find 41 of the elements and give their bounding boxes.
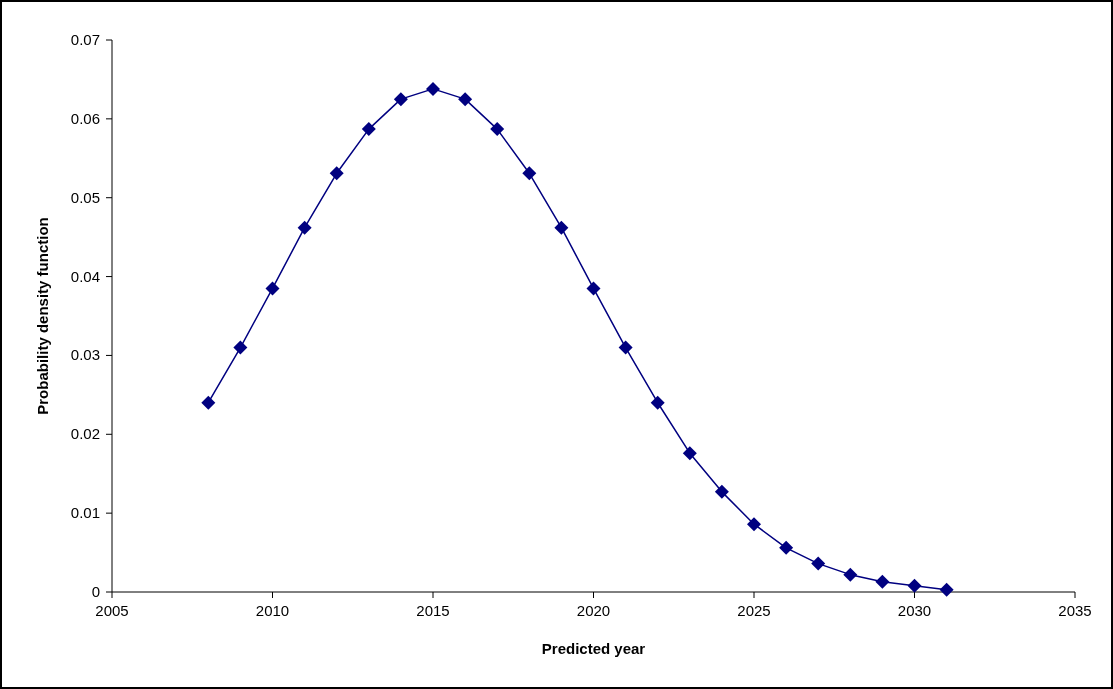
y-axis-title: Probability density function (34, 217, 51, 415)
y-tick-label: 0.04 (70, 267, 100, 285)
y-tick-label: 0.03 (70, 346, 100, 364)
x-tick-label: 2010 (255, 602, 290, 619)
x-tick-label: 2020 (576, 602, 611, 619)
point (458, 92, 473, 107)
x-tick-label: 2035 (1058, 602, 1092, 619)
point (490, 122, 505, 137)
point (747, 517, 761, 532)
point (586, 281, 601, 296)
x-axis-title: Predicted year (541, 640, 646, 657)
point (650, 395, 665, 410)
x-tick-label: 2015 (416, 602, 450, 619)
point (618, 340, 633, 355)
x-tick-label: 2030 (897, 602, 932, 619)
point (682, 446, 697, 461)
point (554, 220, 569, 235)
x-tick-label: 2025 (737, 602, 771, 619)
point (779, 540, 794, 555)
x-tick-label: 2005 (95, 602, 129, 619)
point (265, 281, 280, 296)
y-tick-label: 0 (91, 583, 100, 600)
y-tick-label: 0.05 (70, 188, 100, 206)
y-tick-label: 0.02 (70, 425, 100, 443)
point (361, 122, 376, 137)
point (714, 484, 729, 499)
point (297, 220, 312, 235)
point (875, 574, 890, 589)
point (233, 340, 248, 355)
point (843, 567, 858, 582)
point (393, 92, 408, 107)
point (811, 556, 826, 571)
point (939, 582, 954, 597)
y-tick-label: 0.01 (70, 504, 100, 522)
point (522, 166, 537, 181)
y-tick-label: 0.06 (70, 109, 100, 127)
y-tick-label: 0.07 (70, 31, 100, 48)
point (329, 166, 344, 181)
point (907, 578, 922, 593)
point (201, 395, 216, 410)
point (426, 81, 440, 96)
